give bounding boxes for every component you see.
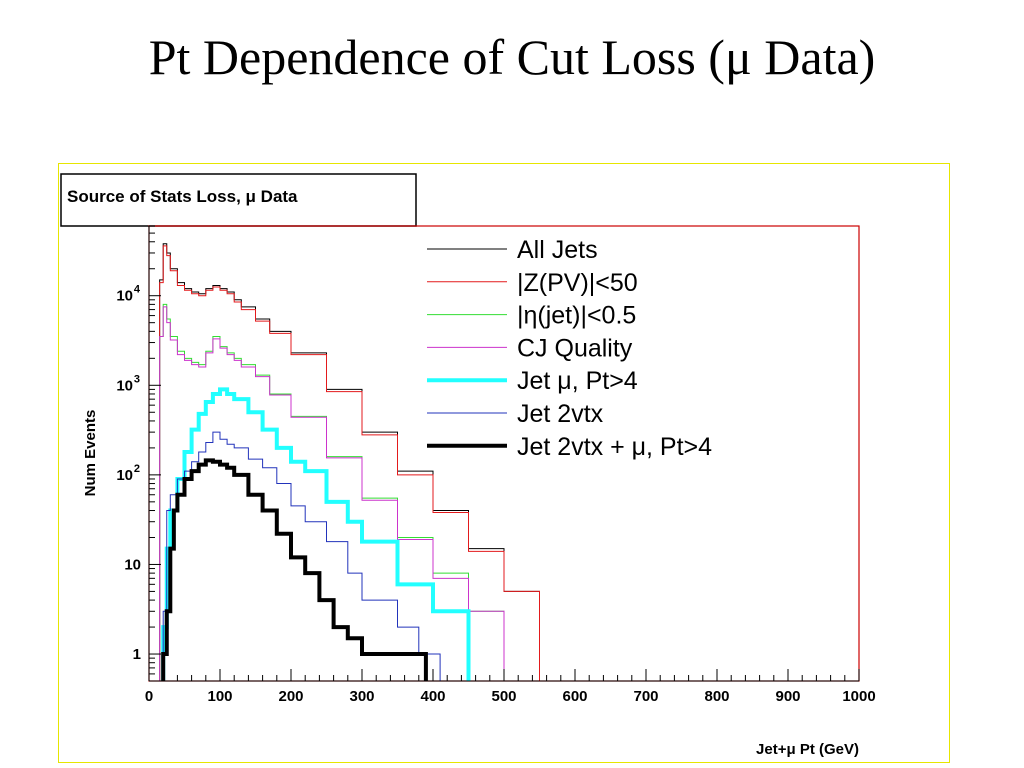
x-tick-label: 500 xyxy=(491,688,516,705)
legend-label-jet_mu: Jet μ, Pt>4 xyxy=(517,367,638,395)
x-tick-label: 100 xyxy=(207,688,232,705)
series-line-jet_2vtx_mu xyxy=(161,458,428,681)
legend-label-jet_2vtx_mu: Jet 2vtx + μ, Pt>4 xyxy=(517,433,712,461)
legend: All Jets |Z(PV)|<50 |η(jet)|<0.5 CJ Quality… xyxy=(427,236,712,461)
y-tick-label: 10 xyxy=(116,467,133,484)
x-tick-label: 300 xyxy=(349,688,374,705)
x-tick-label: 900 xyxy=(775,688,800,705)
x-tick-label: 600 xyxy=(562,688,587,705)
y-tick-label: 10 xyxy=(116,288,133,305)
legend-label-all_jets: All Jets xyxy=(517,236,598,264)
series-line-jet_2vtx xyxy=(162,431,441,681)
x-tick-label: 0 xyxy=(145,688,153,705)
x-axis-title: Jet+μ Pt (GeV) xyxy=(756,741,859,758)
legend-label-cj_quality: CJ Quality xyxy=(517,334,633,362)
y-tick-exponent: 2 xyxy=(134,463,140,475)
y-axis-title: Num Events xyxy=(82,410,99,497)
series-line-jet_mu xyxy=(161,387,471,681)
plot-frame: Source of Stats Loss, μ Data 0 100 200 300 4… xyxy=(58,163,950,763)
y-tick-exponent: 4 xyxy=(134,284,141,296)
series-line-all_jets xyxy=(159,243,540,681)
y-tick-label: 10 xyxy=(124,556,141,573)
legend-label-zpv: |Z(PV)|<50 xyxy=(517,269,638,297)
y-tick-exponent: 3 xyxy=(134,373,140,385)
series-line-cj_quality xyxy=(159,306,505,681)
x-tick-label: 200 xyxy=(278,688,303,705)
series-line-zpv xyxy=(159,245,540,681)
chart-title: Source of Stats Loss, μ Data xyxy=(67,187,298,206)
legend-label-eta: |η(jet)|<0.5 xyxy=(517,302,636,330)
x-tick-label: 400 xyxy=(420,688,445,705)
legend-label-jet_2vtx: Jet 2vtx xyxy=(517,400,604,428)
y-tick-label: 10 xyxy=(116,377,133,394)
slide-title: Pt Dependence of Cut Loss (μ Data) xyxy=(148,29,876,85)
x-tick-label: 800 xyxy=(704,688,729,705)
x-tick-label: 1000 xyxy=(842,688,875,705)
y-tick-label: 1 xyxy=(133,646,141,663)
stats-box: Source of Stats Loss, μ Data xyxy=(60,173,417,227)
series-layer xyxy=(159,243,540,681)
x-tick-label: 700 xyxy=(633,688,658,705)
histogram-chart: Source of Stats Loss, μ Data 0 100 200 300 4… xyxy=(60,173,876,758)
x-tick-layer: 0 100 200 300 400 500 600 700 800 900 1000 xyxy=(145,669,876,705)
